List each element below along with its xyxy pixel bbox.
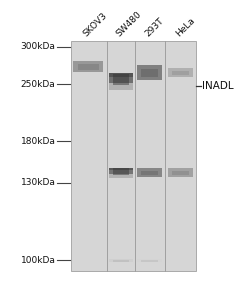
Bar xyxy=(168,68,193,77)
Text: SW480: SW480 xyxy=(114,9,143,38)
Text: 180kDa: 180kDa xyxy=(21,136,55,146)
Text: 130kDa: 130kDa xyxy=(21,178,55,187)
Text: 100kDa: 100kDa xyxy=(21,256,55,265)
Bar xyxy=(137,259,162,262)
Bar xyxy=(109,259,133,262)
Text: 250kDa: 250kDa xyxy=(21,80,55,89)
Text: 300kDa: 300kDa xyxy=(21,43,55,52)
Bar xyxy=(113,74,129,85)
Bar xyxy=(109,167,133,174)
Bar xyxy=(141,260,158,262)
Bar xyxy=(109,77,133,89)
Bar xyxy=(168,168,193,177)
Bar xyxy=(73,61,103,72)
Bar xyxy=(71,41,196,271)
Text: 293T: 293T xyxy=(144,16,166,38)
Bar xyxy=(113,168,129,176)
Bar xyxy=(137,168,162,177)
Bar xyxy=(109,73,133,83)
Bar xyxy=(109,170,133,178)
Text: INADL: INADL xyxy=(202,81,234,91)
Bar xyxy=(137,65,162,80)
Text: SKOV3: SKOV3 xyxy=(82,11,109,38)
Bar xyxy=(141,171,158,175)
Bar xyxy=(172,70,189,75)
Text: HeLa: HeLa xyxy=(174,16,197,38)
Bar xyxy=(113,260,129,262)
Bar xyxy=(78,64,99,70)
Bar xyxy=(172,171,189,175)
Bar xyxy=(141,70,158,77)
